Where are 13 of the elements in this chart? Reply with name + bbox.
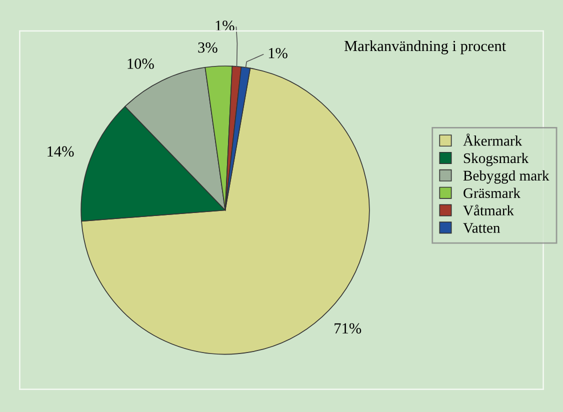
text: Markanvändning i procent bbox=[344, 40, 506, 54]
legend-label: Bebyggd mark bbox=[463, 170, 550, 184]
legend-label: Åkermark bbox=[463, 134, 522, 146]
data-label: 14% bbox=[48, 146, 74, 157]
pie-slice bbox=[81, 68, 370, 355]
data-label: 10% bbox=[128, 58, 154, 69]
legend-label: Vatten bbox=[463, 223, 500, 233]
data-label: 71% bbox=[334, 323, 362, 334]
legend-label: Våtmark bbox=[463, 204, 514, 216]
data-label: 3% bbox=[198, 42, 218, 53]
legend-label: Skogsmark bbox=[464, 152, 529, 166]
legend-label: Gräsmark bbox=[464, 188, 520, 198]
data-label: 1% bbox=[268, 48, 288, 58]
